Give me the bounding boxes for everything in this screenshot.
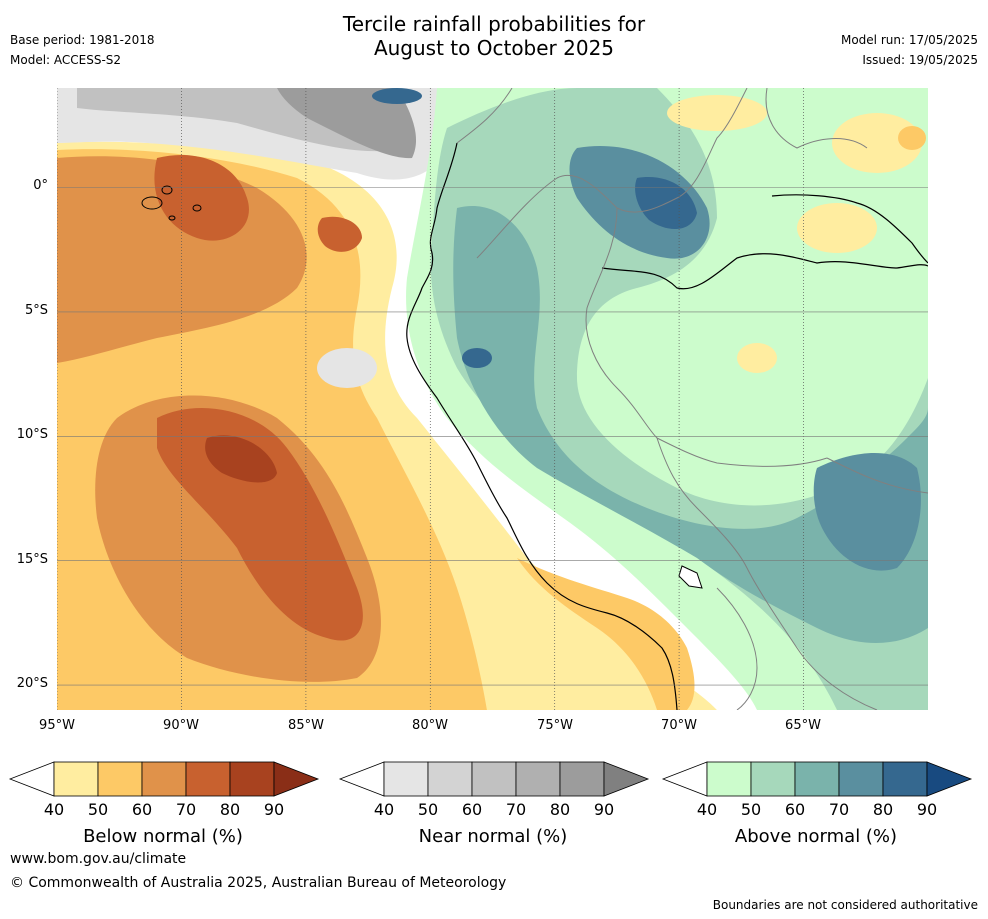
colorbar-tick-label: 70 — [505, 800, 527, 819]
footer-disclaimer: Boundaries are not considered authoritat… — [712, 898, 978, 912]
lon-tick-65w: 65°W — [785, 718, 821, 733]
issued-date: Issued: 19/05/2025 — [862, 53, 978, 67]
colorbar-above-normal-svg — [661, 761, 973, 797]
coastline-south-america — [406, 142, 678, 710]
below-normal-coast-strip — [517, 558, 695, 710]
colorbar-tick-label: 40 — [43, 800, 65, 819]
colorbar-low-extend — [8, 761, 55, 797]
colorbar-tick-label: 70 — [175, 800, 197, 819]
colorbar-segment — [97, 761, 143, 797]
colorbar-tick-label: 40 — [696, 800, 718, 819]
colorbar-below-normal-svg — [8, 761, 320, 797]
colorbar-below-normal — [8, 761, 320, 797]
lon-tick-70w: 70°W — [661, 718, 697, 733]
colorbar-segment — [882, 761, 928, 797]
footer-website: www.bom.gov.au/climate — [10, 851, 187, 867]
below-normal-land-patch — [832, 113, 922, 173]
colorbar-segment — [229, 761, 275, 797]
colorbar-label-above: Above normal (%) — [734, 826, 898, 847]
model-name: Model: ACCESS-S2 — [10, 53, 122, 67]
colorbar-tick-label: 50 — [740, 800, 762, 819]
lon-tick-85w: 85°W — [288, 718, 324, 733]
galapagos-islands — [141, 185, 202, 221]
river-amazon — [601, 253, 928, 290]
colorbar-tick-label: 90 — [916, 800, 938, 819]
lat-tick-20s: 20°S — [16, 676, 48, 691]
colorbar-tick-label: 80 — [872, 800, 894, 819]
below-normal-80 — [205, 435, 277, 483]
below-normal-land-patch-3 — [667, 95, 767, 131]
below-normal-70c — [317, 216, 362, 252]
colorbar-segment — [185, 761, 231, 797]
near-normal-70 — [277, 88, 417, 159]
base-period: Base period: 1981-2018 — [10, 33, 155, 47]
below-normal-70 — [154, 154, 249, 241]
near-normal-patch — [317, 348, 377, 388]
latitude-lines — [57, 187, 928, 686]
colorbar-segment — [706, 761, 752, 797]
colorbar-label-near: Near normal (%) — [418, 826, 568, 847]
title-line-2: August to October 2025 — [373, 36, 615, 60]
lat-tick-15s: 15°S — [16, 552, 48, 567]
colorbar-above-normal — [661, 761, 973, 797]
colorbar-tick-label: 60 — [461, 800, 483, 819]
footer-copyright: © Commonwealth of Australia 2025, Austra… — [10, 875, 507, 891]
colorbar-tick-label: 70 — [828, 800, 850, 819]
above-normal-patch-2 — [372, 88, 422, 104]
colorbar-segment — [383, 761, 429, 797]
below-normal-70b — [157, 408, 363, 641]
colorbar-low-extend — [338, 761, 385, 797]
model-run: Model run: 17/05/2025 — [840, 33, 978, 47]
colorbar-high-extend — [926, 761, 973, 797]
colorbar-tick-label: 50 — [417, 800, 439, 819]
colorbar-segment — [794, 761, 840, 797]
lat-tick-5s: 5°S — [24, 303, 48, 318]
colorbar-tick-label: 50 — [87, 800, 109, 819]
coast-north — [771, 194, 928, 264]
colorbar-near-normal-svg — [338, 761, 650, 797]
title-line-1: Tercile rainfall probabilities for — [342, 12, 646, 36]
map-canvas — [56, 88, 928, 710]
colorbar-segment — [53, 761, 99, 797]
below-normal-land-patch-4 — [797, 203, 877, 253]
lon-tick-90w: 90°W — [163, 718, 199, 733]
map-title: Tercile rainfall probabilities for Augus… — [0, 12, 988, 60]
lat-tick-10s: 10°S — [16, 427, 48, 442]
colorbar-high-extend — [273, 761, 320, 797]
above-normal-70b — [813, 453, 921, 571]
meta-left: Base period: 1981-2018 Model: ACCESS-S2 — [10, 30, 155, 70]
colorbar-segment — [427, 761, 473, 797]
above-normal-60 — [453, 206, 928, 643]
below-normal-land-patch-5 — [737, 343, 777, 373]
colorbar-tick-label: 40 — [373, 800, 395, 819]
colorbar-near-normal — [338, 761, 650, 797]
colorbar-high-extend — [603, 761, 650, 797]
lon-tick-80w: 80°W — [412, 718, 448, 733]
meta-right: Model run: 17/05/2025 Issued: 19/05/2025 — [841, 30, 978, 70]
colorbar-label-below: Below normal (%) — [83, 826, 243, 847]
below-normal-land-patch-2 — [898, 126, 926, 150]
colorbar-tick-label: 90 — [263, 800, 285, 819]
lon-tick-75w: 75°W — [537, 718, 573, 733]
colorbar-tick-label: 60 — [784, 800, 806, 819]
colorbar-segment — [750, 761, 796, 797]
colorbar-segment — [559, 761, 605, 797]
above-normal-patch — [462, 348, 492, 368]
colorbar-segment — [838, 761, 884, 797]
colorbar-tick-label: 90 — [593, 800, 615, 819]
country-borders — [456, 88, 928, 710]
lon-tick-95w: 95°W — [39, 718, 75, 733]
colorbar-tick-label: 60 — [131, 800, 153, 819]
probability-map — [56, 88, 928, 710]
colorbar-segment — [515, 761, 561, 797]
colorbar-segment — [141, 761, 187, 797]
colorbar-segment — [471, 761, 517, 797]
colorbar-low-extend — [661, 761, 708, 797]
lat-tick-0: 0° — [33, 178, 48, 193]
lake-titicaca — [678, 565, 703, 589]
colorbar-tick-label: 80 — [549, 800, 571, 819]
colorbar-tick-label: 80 — [219, 800, 241, 819]
